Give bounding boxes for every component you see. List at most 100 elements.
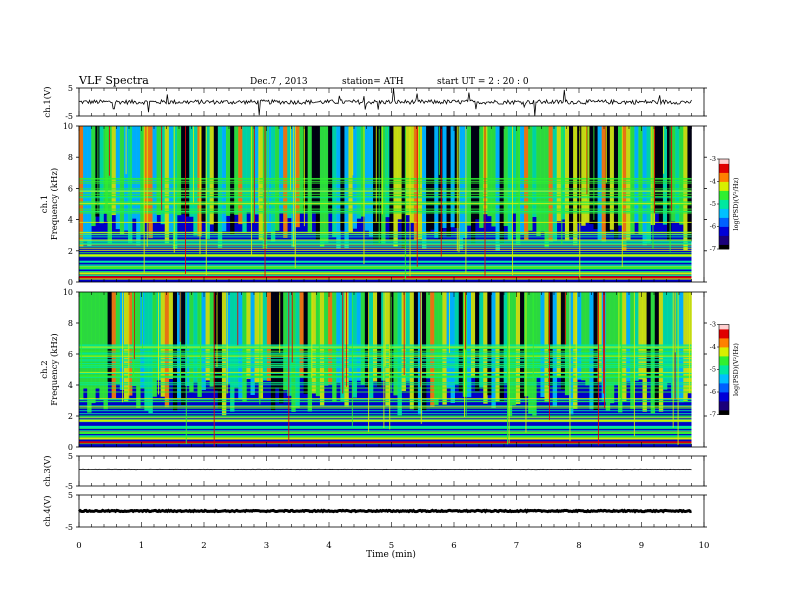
ch1-spectrogram-sferic [586, 126, 588, 195]
ch1-spectrogram-time-column [279, 126, 284, 214]
ch1-spectrogram-time-column [319, 126, 325, 247]
colorbars: -3 -4 -5 -6 -7 log(PSD)(V²/Hz) -3 -4 -5 -6 -7 log(P… [710, 155, 740, 419]
ch1-spectrogram-colorbar-cell [719, 242, 729, 245]
ch2-spectrogram-time-column [336, 292, 341, 383]
ch1-spectrogram-sferic [146, 126, 148, 247]
ch1-spectrogram-sferic [416, 126, 418, 267]
ch1-spectrogram-sferic [381, 126, 383, 215]
ch2-spectrogram-time-column [585, 292, 590, 386]
ch1-spectrogram-time-column [156, 126, 161, 216]
ch2-spectrogram-spectral-line [79, 443, 692, 445]
ch2-spectrogram-time-column [209, 292, 215, 387]
ch2-spectrogram-colorbar-cell [719, 326, 729, 330]
ch2-spectrogram-colorbar-cell [719, 371, 729, 375]
ch1-spectrogram-time-column [675, 126, 680, 223]
ch1-spectrogram-time-column [458, 126, 464, 250]
ch2-spectrogram-colorbar-cell [719, 387, 729, 391]
ch1-spectrogram-time-column [471, 126, 476, 245]
ch2-spectrogram-sferic [548, 292, 550, 421]
ch2-spectrogram-colorbar-cell [719, 351, 729, 355]
ch1-spectrogram-time-column [405, 126, 411, 216]
ch1-spectrogram-time-column [589, 126, 594, 225]
ch1-spectrogram-time-column [246, 126, 251, 213]
ch2-spectrogram-colorbar-cell [719, 403, 729, 406]
ch2-spectrogram-sferic [532, 292, 534, 381]
ch2-spectrogram-sferic [618, 292, 620, 402]
ch2-spectrogram-time-column [205, 292, 210, 381]
ch2-spectrogram-panel: 0 2 4 6 8 10 ch.2 Frequency (kHz) [40, 288, 707, 452]
ch1-spectrogram-sferic [105, 126, 107, 213]
ch1-spectrogram-time-column [548, 126, 553, 243]
ch1-waveform-ylabel: ch.1(V) [42, 86, 53, 117]
ch1-spectrogram-time-column [336, 126, 341, 249]
ch1-spectrogram-spectral-line [79, 210, 692, 212]
ch1-spectrogram-time-column [299, 126, 304, 214]
ch2-spectrogram-sferic [604, 292, 606, 409]
ch2-spectrogram-sferic [122, 292, 124, 403]
ch1-spectrogram-time-column [119, 126, 125, 235]
ch1-spectrogram-time-column [287, 126, 292, 219]
ch2-spectrogram-ytick-label: 6 [68, 350, 73, 359]
ch1-spectrogram-sferic [561, 126, 563, 244]
ch1-spectrogram-time-column [177, 126, 182, 216]
ch1-spectrogram-colorbar-cell [719, 168, 729, 171]
ch2-spectrogram-colorbar-tick-label: -6 [710, 388, 716, 396]
ch1-spectrogram-time-column [430, 126, 435, 230]
ch2-spectrogram-time-column [189, 292, 194, 392]
ch1-spectrogram-spectral-line [79, 204, 692, 206]
ch1-spectrogram-time-column [115, 126, 121, 230]
ch1-spectrogram-time-column [532, 126, 537, 217]
ch2-spectrogram-time-column [160, 292, 166, 397]
ch1-spectrogram-colorbar-cell [719, 240, 729, 243]
ch4-waveform-panel: 5 -5 ch.4(V) [42, 491, 707, 532]
ch1-spectrogram-time-column [152, 126, 157, 223]
ch1-spectrogram-colorbar-cell [719, 183, 729, 187]
time-tick-label: 3 [264, 541, 269, 551]
ch2-spectrogram-spectral-line [79, 410, 692, 412]
ch2-spectrogram-sferic [213, 292, 215, 447]
ch1-spectrogram-time-column [209, 126, 215, 225]
ch1-spectrogram-sferic [264, 126, 266, 277]
ch1-spectrogram-time-column [503, 126, 509, 227]
ch1-spectrogram-spectral-line [79, 246, 692, 248]
ch2-spectrogram-spectral-line [79, 398, 692, 401]
ch2-spectrogram-sferic [291, 292, 293, 363]
ch1-spectrogram-time-column [462, 126, 468, 239]
ch2-spectrogram-sferic [403, 292, 405, 376]
ch1-spectrogram-time-column [132, 126, 137, 219]
ch1-spectrogram-colorbar-cell [719, 233, 729, 236]
ch2-spectrogram-sferic [279, 292, 281, 353]
ch2-spectrogram-spectral-line [79, 431, 692, 433]
ch2-spectrogram-time-column [217, 292, 223, 409]
ch1-spectrogram-colorbar-cell [719, 170, 729, 173]
ch2-spectrogram-colorbar-cell [719, 401, 729, 404]
ch1-spectrogram-colorbar-cell [719, 228, 729, 232]
ch3-waveform-ytick-label: -5 [65, 482, 73, 491]
ch1-spectrogram-time-column [450, 126, 455, 228]
ch2-spectrogram-low-band [79, 441, 692, 444]
ch1-spectrogram-sferic [267, 126, 269, 222]
ch1-spectrogram-time-column [593, 126, 598, 230]
ch1-spectrogram-sferic [562, 126, 564, 186]
ch1-spectrogram-colorbar-cell [719, 210, 729, 214]
ch4-waveform-ylabel: ch.4(V) [42, 495, 53, 526]
ch2-spectrogram-time-column [136, 292, 141, 409]
ch1-spectrogram-colorbar-cell [719, 201, 729, 205]
ch1-spectrogram-time-column [311, 126, 317, 213]
ch1-spectrogram-sferic [465, 126, 467, 274]
ch2-spectrogram-time-column [103, 292, 108, 410]
ch1-spectrogram-sferic [185, 126, 187, 274]
ch2-spectrogram-time-column [107, 292, 112, 382]
time-tick-label: 6 [451, 541, 456, 551]
start-time-label: start UT = 2 : 20 : 0 [437, 77, 529, 87]
ch1-spectrogram-time-column [226, 126, 231, 216]
ch1-spectrogram-time-column [422, 126, 427, 249]
ch2-spectrogram-sferic [216, 292, 218, 368]
ch2-spectrogram-sferic [597, 292, 599, 446]
ch1-spectrogram-sferic [386, 126, 388, 187]
ch2-spectrogram-sferic [674, 292, 676, 353]
ch1-spectrogram-colorbar-cell [719, 237, 729, 241]
ch1-spectrogram-colorbar-tick-label: -6 [710, 223, 716, 231]
ch2-spectrogram-colorbar-cell [719, 358, 729, 361]
